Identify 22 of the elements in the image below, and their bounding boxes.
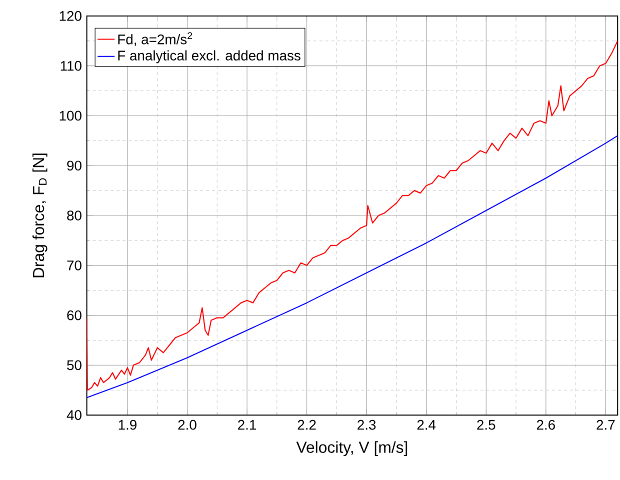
x-tick-label: 2.5 — [477, 420, 496, 430]
y-tick-label: 120 — [60, 11, 82, 21]
x-tick-label: 2.1 — [238, 420, 256, 430]
y-tick-label: 40 — [66, 410, 82, 420]
legend-label: Fd, a=2m/s$^{2}$ — [118, 32, 192, 46]
legend-label: F analytical excl. added mass — [118, 50, 300, 64]
y-tick-label: 100 — [60, 110, 82, 121]
x-tick-label: 2.6 — [536, 420, 555, 430]
x-tick-label: 1.9 — [118, 420, 136, 430]
x-tick-label: 2.0 — [178, 420, 196, 430]
y-tick-label: 110 — [60, 60, 82, 71]
x-tick-label: 2.3 — [358, 420, 376, 430]
x-tick-label: 2.4 — [417, 420, 436, 430]
x-tick-label: 2.2 — [298, 420, 316, 430]
y-axis-title: Drag force, F$_{D}$ [N] — [32, 154, 48, 278]
x-axis-title: Velocity, V [m/s] — [296, 441, 408, 456]
y-tick-label: 70 — [67, 260, 82, 270]
y-tick-label: 50 — [67, 360, 82, 370]
x-tick-label: 2.7 — [596, 420, 615, 430]
y-tick-label: 60 — [67, 310, 82, 320]
y-tick-label: 80 — [67, 210, 82, 220]
y-tick-label: 90 — [67, 160, 82, 171]
